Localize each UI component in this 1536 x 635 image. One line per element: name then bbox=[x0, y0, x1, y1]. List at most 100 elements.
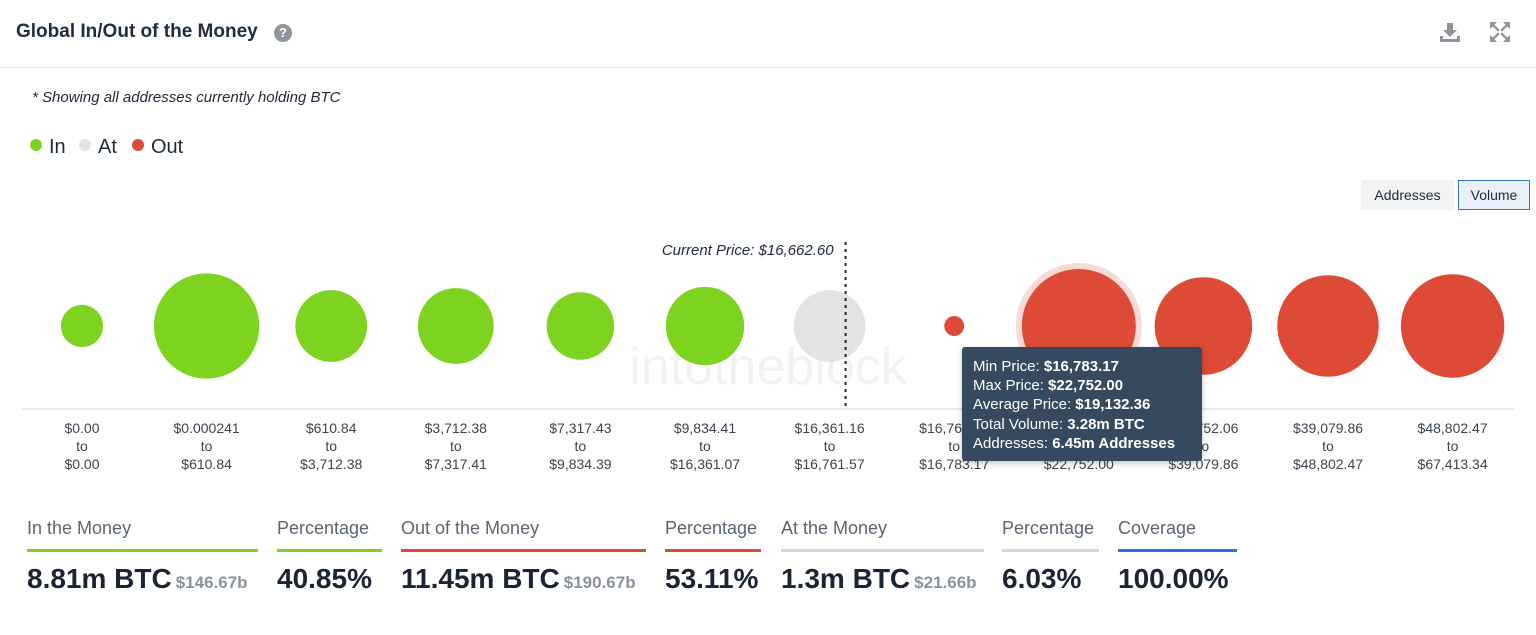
bucket-tooltip: Min Price: $16,783.17 Max Price: $22,752… bbox=[962, 347, 1202, 461]
legend-label-in: In bbox=[49, 136, 66, 158]
tooltip-addr-value: 6.45m Addresses bbox=[1052, 434, 1176, 452]
bucket-label-3: $3,712.38 to $7,317.41 bbox=[425, 420, 487, 472]
bucket-label-line-5-1: to bbox=[699, 438, 711, 454]
legend-dot-out bbox=[132, 139, 144, 151]
bucket-label-line-6-2: $16,761.57 bbox=[795, 456, 865, 472]
tooltip-vol-label: Total Volume: bbox=[973, 415, 1064, 433]
bucket-label-line-3-0: $3,712.38 bbox=[425, 420, 487, 436]
bucket-label-line-2-2: $3,712.38 bbox=[300, 456, 362, 472]
bubble-chart: intotheblock$0.00 to $0.00$0.000241 to $610.… bbox=[22, 242, 1514, 472]
stat-coverage: Coverage 100.00% bbox=[1118, 518, 1237, 595]
bucket-label-line-1-0: $0.000241 bbox=[174, 420, 240, 436]
bucket-label-line-10-2: $48,802.47 bbox=[1293, 456, 1363, 472]
stat-out-btc: 11.45m BTC bbox=[401, 563, 560, 594]
bucket-label-10: $39,079.86 to $48,802.47 bbox=[1293, 420, 1363, 472]
download-icon[interactable] bbox=[1438, 20, 1462, 44]
bucket-label-line-4-2: $9,834.39 bbox=[549, 456, 611, 472]
tooltip-addr-label: Addresses: bbox=[973, 434, 1049, 452]
stat-in-pct-bar bbox=[277, 549, 382, 552]
stat-out-pct-value: 53.11% bbox=[665, 563, 759, 594]
tooltip-max-price: Max Price: $22,752.00 bbox=[973, 376, 1191, 395]
legend-item-out[interactable]: Out bbox=[132, 136, 183, 159]
legend-item-at[interactable]: At bbox=[79, 136, 117, 159]
bucket-label-line-0-0: $0.00 bbox=[64, 420, 99, 436]
stat-out-percentage: Percentage 53.11% bbox=[665, 518, 761, 595]
volume-toggle-button[interactable]: Volume bbox=[1458, 180, 1530, 210]
bucket-label-line-0-1: to bbox=[76, 438, 88, 454]
bucket-label-line-4-1: to bbox=[575, 438, 587, 454]
bucket-label-line-3-1: to bbox=[450, 438, 462, 454]
tooltip-max-label: Max Price: bbox=[973, 377, 1044, 395]
bucket-label-0: $0.00 to $0.00 bbox=[64, 420, 99, 472]
legend-dot-at bbox=[79, 139, 91, 151]
bucket-label-line-5-0: $9,834.41 bbox=[674, 420, 736, 436]
stat-cov-bar bbox=[1118, 549, 1237, 552]
stat-at-btc: 1.3m BTC bbox=[781, 563, 911, 594]
bucket-label-line-4-0: $7,317.43 bbox=[549, 420, 611, 436]
legend-label-at: At bbox=[98, 136, 117, 158]
stat-out-pct-label: Percentage bbox=[665, 518, 758, 538]
stat-in-bar bbox=[27, 549, 258, 552]
bucket-label-4: $7,317.43 to $9,834.39 bbox=[549, 420, 611, 472]
bubble-5 bbox=[665, 286, 745, 366]
bubble-2 bbox=[295, 290, 368, 362]
legend-label-out: Out bbox=[151, 136, 184, 158]
stat-in-label: In the Money bbox=[27, 518, 132, 538]
tooltip-avg-price: Average Price: $19,132.36 bbox=[973, 395, 1191, 414]
bubble-11 bbox=[1400, 274, 1505, 378]
bucket-label-line-11-2: $67,413.34 bbox=[1418, 456, 1488, 472]
bucket-label-line-0-2: $0.00 bbox=[64, 456, 99, 472]
widget-header: Global In/Out of the Money ? bbox=[0, 0, 1536, 68]
stat-at-the-money: At the Money 1.3m BTC $21.66b bbox=[781, 518, 984, 595]
stat-at-pct-label: Percentage bbox=[1002, 518, 1095, 538]
stat-out-usd: $190.67b bbox=[563, 573, 636, 592]
bucket-label-6: $16,361.16 to $16,761.57 bbox=[795, 420, 865, 472]
bucket-label-line-6-0: $16,361.16 bbox=[795, 420, 865, 436]
tooltip-total-volume: Total Volume: 3.28m BTC bbox=[973, 415, 1191, 434]
legend-dot-in bbox=[30, 139, 42, 151]
chart-watermark: intotheblock bbox=[629, 338, 908, 396]
bucket-label-line-11-0: $48,802.47 bbox=[1418, 420, 1488, 436]
bucket-label-line-10-1: to bbox=[1322, 438, 1334, 454]
stat-out-bar bbox=[401, 549, 646, 552]
tooltip-max-value: $22,752.00 bbox=[1048, 377, 1124, 395]
stat-at-bar bbox=[781, 549, 984, 552]
bubble-6 bbox=[793, 290, 866, 362]
tooltip-min-value: $16,783.17 bbox=[1043, 358, 1119, 375]
stat-at-pct-bar bbox=[1002, 549, 1099, 552]
stat-in-pct-label: Percentage bbox=[277, 518, 370, 538]
stat-out-label: Out of the Money bbox=[401, 518, 540, 538]
stat-at-value: 1.3m BTC $21.66b bbox=[781, 563, 984, 595]
bucket-label-line-2-1: to bbox=[325, 438, 337, 454]
bucket-label-line-7-1: to bbox=[948, 438, 960, 454]
bubble-3 bbox=[417, 288, 494, 364]
widget-title: Global In/Out of the Money bbox=[16, 21, 258, 42]
tooltip-min-price: Min Price: $16,783.17 bbox=[973, 357, 1191, 376]
bubble-7 bbox=[944, 316, 965, 336]
bucket-label-line-9-1: to bbox=[1198, 438, 1210, 454]
tooltip-avg-value: $19,132.36 bbox=[1075, 396, 1151, 414]
stat-at-label: At the Money bbox=[781, 518, 888, 538]
stat-out-of-the-money: Out of the Money 11.45m BTC $190.67b bbox=[401, 518, 646, 595]
holding-note: * Showing all addresses currently holdin… bbox=[32, 89, 341, 106]
stat-in-value: 8.81m BTC $146.67b bbox=[27, 563, 258, 595]
bucket-label-2: $610.84 to $3,712.38 bbox=[300, 420, 362, 472]
bucket-label-line-11-1: to bbox=[1447, 438, 1459, 454]
bucket-label-5: $9,834.41 to $16,361.07 bbox=[670, 420, 740, 472]
stat-in-usd: $146.67b bbox=[175, 573, 248, 592]
bucket-label-1: $0.000241 to $610.84 bbox=[174, 420, 240, 472]
stat-at-usd: $21.66b bbox=[914, 573, 977, 592]
bucket-label-11: $48,802.47 to $67,413.34 bbox=[1418, 420, 1488, 472]
stat-at-percentage: Percentage 6.03% bbox=[1002, 518, 1099, 595]
bubble-10 bbox=[1277, 275, 1379, 377]
bucket-label-line-6-1: to bbox=[824, 438, 836, 454]
bucket-label-line-2-0: $610.84 bbox=[306, 420, 357, 436]
expand-icon[interactable] bbox=[1488, 20, 1512, 44]
tooltip-vol-value: 3.28m BTC bbox=[1067, 415, 1145, 433]
stat-in-the-money: In the Money 8.81m BTC $146.67b bbox=[27, 518, 258, 595]
current-price-label: Current Price: $16,662.60 bbox=[662, 242, 834, 259]
bubble-4 bbox=[546, 292, 615, 360]
help-icon[interactable]: ? bbox=[274, 24, 292, 42]
legend-item-in[interactable]: In bbox=[30, 136, 66, 159]
addresses-toggle-button[interactable]: Addresses bbox=[1361, 180, 1454, 210]
